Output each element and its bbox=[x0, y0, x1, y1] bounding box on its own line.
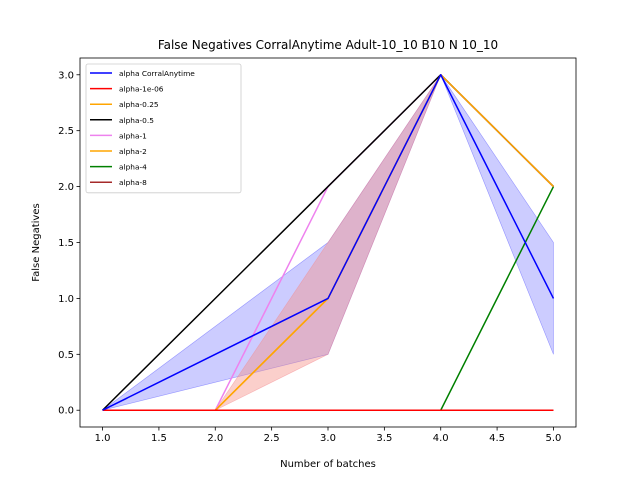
y-tick-label: 1.0 bbox=[58, 294, 74, 305]
x-axis-label: Number of batches bbox=[280, 459, 376, 470]
legend-label: alpha-2 bbox=[119, 147, 147, 156]
x-tick-label: 4.0 bbox=[433, 433, 449, 444]
legend-label: alpha-1 bbox=[119, 131, 147, 140]
x-tick-label: 1.0 bbox=[95, 433, 111, 444]
y-tick-label: 3.0 bbox=[58, 70, 74, 81]
legend-box bbox=[86, 64, 241, 193]
y-tick-label: 0.5 bbox=[58, 350, 74, 361]
legend-label: alpha-4 bbox=[119, 163, 147, 172]
legend-label: alpha-8 bbox=[119, 178, 147, 187]
x-tick-label: 2.0 bbox=[207, 433, 223, 444]
y-axis-label: False Negatives bbox=[31, 203, 42, 281]
x-tick-label: 4.5 bbox=[489, 433, 505, 444]
y-tick-label: 1.5 bbox=[58, 238, 74, 249]
legend-label: alpha CorralAnytime bbox=[119, 69, 195, 78]
legend-label: alpha-1e-06 bbox=[119, 85, 164, 94]
x-tick-label: 1.5 bbox=[151, 433, 167, 444]
x-tick-label: 3.5 bbox=[376, 433, 392, 444]
y-tick-label: 2.5 bbox=[58, 126, 74, 137]
y-tick-label: 2.0 bbox=[58, 182, 74, 193]
x-tick-label: 5.0 bbox=[546, 433, 562, 444]
chart-title: False Negatives CorralAnytime Adult-10_1… bbox=[158, 38, 498, 52]
x-tick-label: 3.0 bbox=[320, 433, 336, 444]
x-tick-label: 2.5 bbox=[264, 433, 280, 444]
legend: alpha CorralAnytime alpha-1e-06 alpha-0.25… bbox=[86, 64, 241, 193]
y-tick-label: 0.0 bbox=[58, 406, 74, 417]
legend-label: alpha-0.5 bbox=[119, 116, 154, 125]
legend-label: alpha-0.25 bbox=[119, 100, 159, 109]
